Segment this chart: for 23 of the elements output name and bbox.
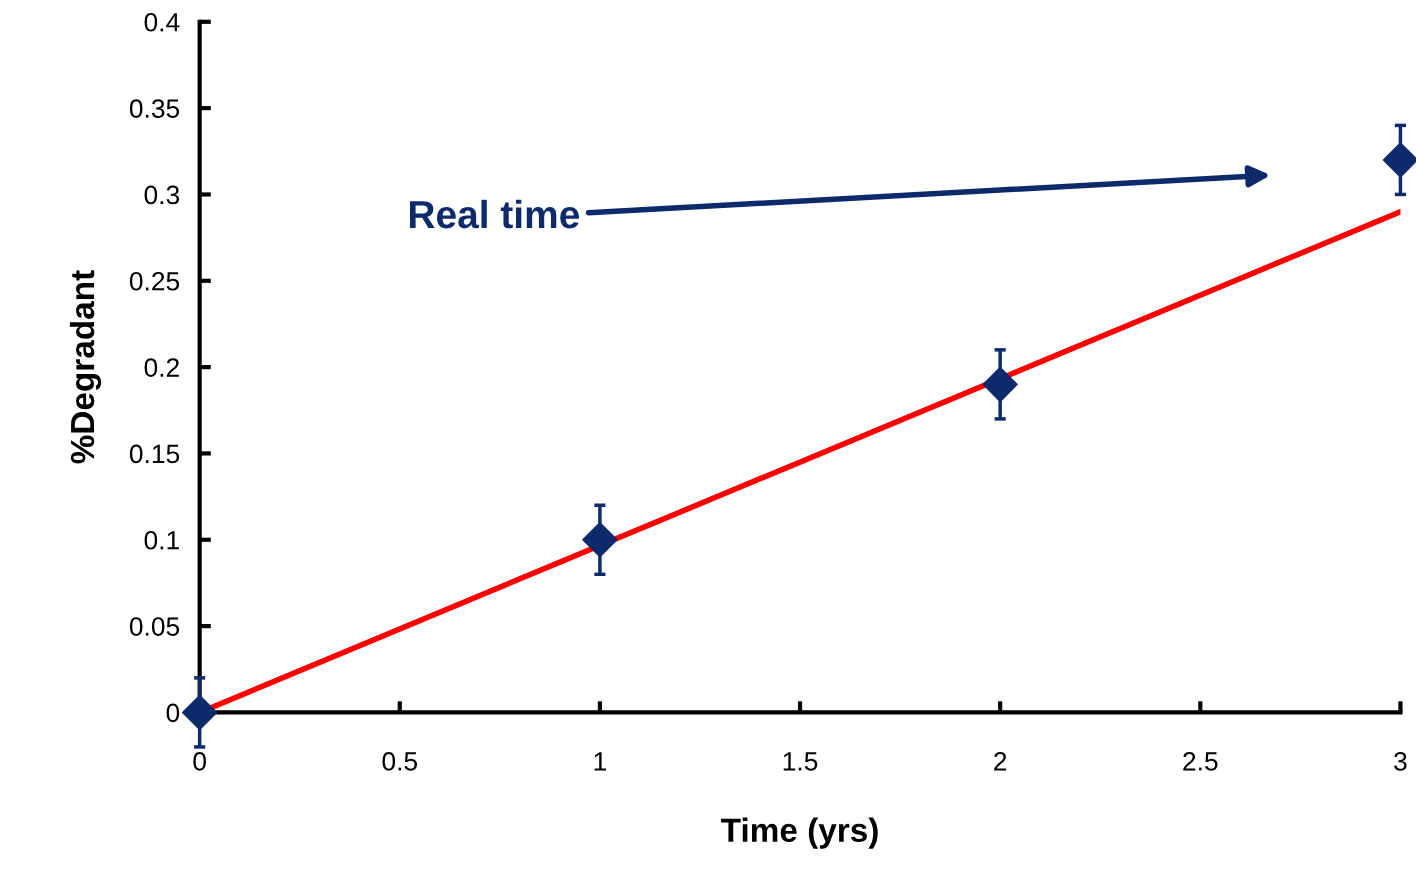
y-tick-label: 0.35 [129, 99, 180, 118]
x-tick-label: 2.5 [1183, 752, 1218, 771]
x-tick-label: 3 [1394, 752, 1407, 771]
y-tick-label: 0.4 [144, 12, 180, 32]
x-tick-label: 1.5 [783, 752, 818, 771]
y-tick-label: 0.15 [129, 444, 180, 464]
x-tick-label: 0 [193, 752, 206, 771]
point [582, 522, 618, 558]
x-axis-title: Time (yrs) [721, 817, 878, 849]
y-tick-label: 0.05 [129, 617, 180, 636]
annotation: Real time [410, 199, 579, 229]
x-tick-label: 2 [994, 752, 1007, 771]
y-tick-label: 0.3 [144, 185, 180, 205]
y-tick-label: 0.25 [129, 271, 180, 291]
y-tick-label: 0 [166, 703, 180, 723]
y-axis-title: %Degradant [69, 270, 102, 464]
y-tick-label: 0.2 [144, 358, 179, 377]
x-tick-label: 0.5 [382, 752, 418, 771]
point [181, 694, 218, 731]
point [982, 366, 1018, 403]
x-tick-label: 1 [594, 752, 606, 771]
y-tick-label: 0.1 [144, 530, 179, 550]
point [1382, 142, 1416, 178]
